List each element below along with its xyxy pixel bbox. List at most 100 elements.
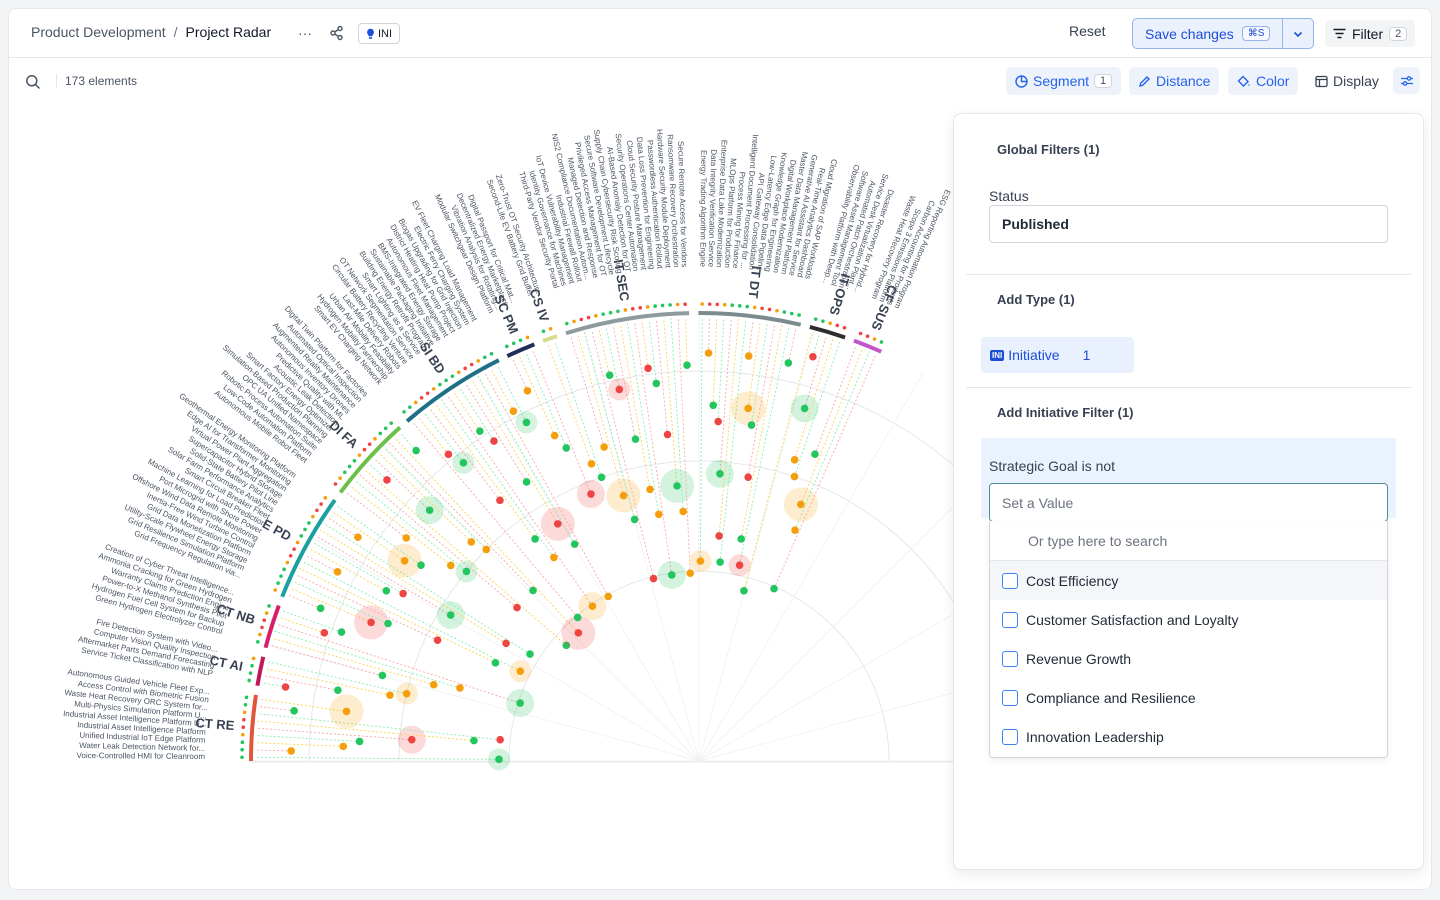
item-connector [525,352,567,449]
initiative-filter-title[interactable]: Add Initiative Filter (1) [997,405,1134,420]
save-changes-label: Save changes [1145,25,1234,42]
item-dot [516,699,524,707]
item-connector [399,432,417,451]
ring-line [398,460,953,762]
segment-ct-re: CT RE Voice-Controlled HMI for CleanroomW… [63,667,511,771]
type-badge-label: INI [378,27,393,40]
item-dot [790,456,799,464]
item-dot [550,431,559,440]
settings-toggle-button[interactable] [1393,67,1420,94]
item-tick [760,306,764,311]
global-filters-title[interactable]: Global Filters (1) [997,142,1100,157]
item-connector [256,720,474,742]
item-dot [800,404,809,413]
type-filter-chip[interactable]: INI Initiative 1 [981,337,1134,373]
option-innovation-leadership[interactable]: Innovation Leadership [990,717,1387,756]
dropdown-search-input[interactable]: Or type here to search [1028,533,1168,549]
checkbox[interactable] [1002,728,1018,745]
goal-filter-label: Strategic Goal is not [989,458,1116,474]
item-connector [740,324,783,540]
status-filter-value[interactable]: Published [989,205,1388,243]
save-changes-button[interactable]: Save changes ⌘S [1133,19,1284,48]
item-tick [638,305,643,310]
checkbox[interactable] [1002,572,1018,589]
item-tick [872,337,877,341]
item-connector [641,320,649,369]
spoke-line [582,328,700,762]
spoke-line [698,372,924,762]
save-options-button[interactable] [1283,19,1313,48]
distance-button[interactable]: Distance [1129,67,1220,95]
filter-button[interactable]: Filter 2 [1325,20,1416,47]
item-connector [266,660,407,695]
sliders-icon [1400,75,1413,86]
spoke-line [698,613,953,762]
item-dot [644,364,652,373]
goal-value-input[interactable]: Set a Value [989,483,1388,522]
item-dot [747,421,756,429]
item-tick [865,334,870,339]
option-customer-satisfaction[interactable]: Customer Satisfaction and Loyalty [990,600,1387,639]
item-tick [797,313,801,317]
item-dot [709,401,718,410]
color-button[interactable]: Color [1228,67,1299,95]
item-dot [605,371,614,380]
item-tick [295,540,300,545]
option-cost-efficiency[interactable]: Cost Efficiency [990,561,1387,600]
item-label: Water Leak Detection Network for... [79,741,205,753]
reset-button[interactable]: Reset [1069,23,1106,39]
item-tick [250,663,254,668]
item-tick [548,326,553,331]
item-tick [483,355,487,360]
item-connector [255,749,292,752]
item-connector [677,317,691,574]
item-connector [295,574,438,641]
item-dot [378,671,387,680]
item-connector [712,317,718,406]
item-dot [654,510,663,519]
item-dot [446,611,455,619]
search-icon[interactable] [25,74,41,90]
item-connector [717,317,725,422]
item-dot [526,650,534,658]
item-dot [354,533,362,541]
radar-grid [249,313,953,763]
view-toolbar: 173 elements Segment 1 Distance Color Di… [9,59,1431,105]
item-dot [462,567,471,576]
segment-button[interactable]: Segment 1 [1006,67,1122,95]
item-connector [256,727,412,741]
item-tick [623,308,628,312]
item-connector [591,330,655,579]
more-options-button[interactable]: ··· [298,25,312,41]
item-tick [828,321,832,326]
item-dot [355,737,364,746]
item-dot [316,604,325,613]
option-compliance-resilience[interactable]: Compliance and Resilience [990,678,1387,717]
item-connector [477,375,576,545]
type-badge[interactable]: INI [358,23,401,44]
item-tick [715,302,720,307]
item-dot [482,545,491,554]
item-tick [240,732,245,737]
checkbox[interactable] [1002,650,1018,667]
option-revenue-growth[interactable]: Revenue Growth [990,639,1387,678]
item-tick [608,310,613,315]
item-dot [495,755,503,764]
item-connector [302,561,521,672]
item-dot [459,459,468,467]
add-type-title[interactable]: Add Type (1) [997,292,1075,307]
share-icon[interactable] [328,24,346,42]
type-filter-label: Initiative [1008,347,1060,363]
item-tick [282,567,286,572]
item-tick [367,442,372,446]
item-tick [463,366,467,371]
checkbox[interactable] [1002,611,1018,628]
display-button[interactable]: Display [1306,67,1388,95]
item-dot [683,361,691,369]
checkbox[interactable] [1002,689,1018,706]
item-connector [747,321,761,409]
layout-icon [1315,75,1328,87]
item-tick [594,313,598,318]
breadcrumb-parent[interactable]: Product Development [31,24,166,40]
item-connector [739,326,790,566]
